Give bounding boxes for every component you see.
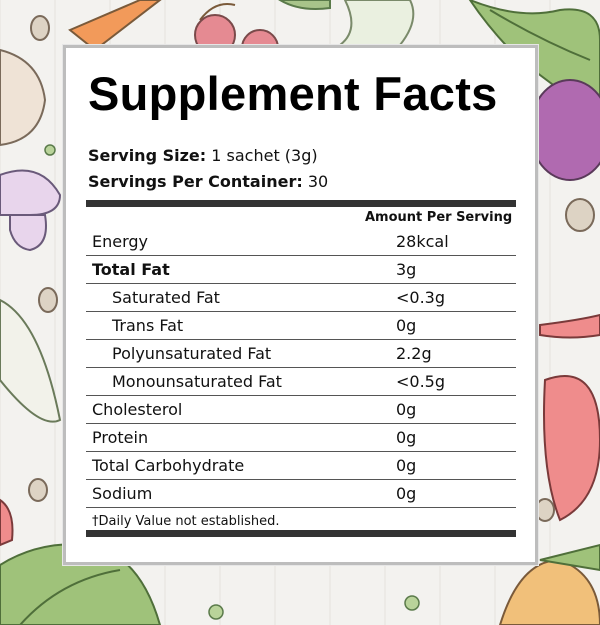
nutrient-name: Energy xyxy=(92,232,149,251)
nutrient-amount: <0.3g xyxy=(396,288,446,307)
nutrient-row: Monounsaturated Fat <0.5g xyxy=(86,368,516,396)
nutrient-name: Cholesterol xyxy=(92,400,183,419)
serving-size-value: 1 sachet (3g) xyxy=(206,146,318,165)
nutrient-row: Trans Fat 0g xyxy=(86,312,516,340)
divider-thick-top xyxy=(86,200,516,207)
nutrient-amount: 0g xyxy=(396,428,417,447)
nutrient-row: Cholesterol 0g xyxy=(86,396,516,424)
nutrient-amount: 2.2g xyxy=(396,344,432,363)
divider-thick-bottom xyxy=(86,530,516,537)
garlic-icon xyxy=(0,48,47,147)
nutrient-row: Energy 28kcal xyxy=(86,228,516,256)
nutrient-amount: 0g xyxy=(396,400,417,419)
nutrient-name: Sodium xyxy=(92,484,153,503)
pea-icon xyxy=(44,144,420,620)
nutrient-name: Monounsaturated Fat xyxy=(112,372,282,391)
servings-per-container-value: 30 xyxy=(302,172,329,191)
nutrient-amount: 0g xyxy=(396,316,417,335)
nutrient-amount: 0g xyxy=(396,484,417,503)
nutrient-row: Saturated Fat <0.3g xyxy=(86,284,516,312)
supplement-facts-label: Supplement Facts Serving Size: 1 sachet … xyxy=(63,45,538,565)
amount-per-serving-header: Amount Per Serving xyxy=(365,210,513,225)
serving-size: Serving Size: 1 sachet (3g) xyxy=(88,146,318,165)
nutrient-row: Total Carbohydrate 0g xyxy=(86,452,516,480)
nutrient-name: Protein xyxy=(92,428,149,447)
radish-icon xyxy=(0,298,62,423)
leek-icon xyxy=(337,0,415,46)
nutrient-amount: <0.5g xyxy=(396,372,446,391)
label-title: Supplement Facts xyxy=(88,67,498,120)
carrot-icon xyxy=(68,0,162,52)
nutrient-name: Trans Fat xyxy=(112,316,184,335)
nutrient-name: Total Carbohydrate xyxy=(92,456,245,475)
beet-icon xyxy=(529,79,600,181)
nutrient-row: Polyunsaturated Fat 2.2g xyxy=(86,340,516,368)
mushroom-icon xyxy=(0,169,62,252)
servings-per-container-label: Servings Per Container: xyxy=(88,172,303,191)
serving-size-label: Serving Size: xyxy=(88,146,207,165)
nutrient-amount: 3g xyxy=(396,260,417,279)
nutrient-amount: 28kcal xyxy=(396,232,449,251)
nutrient-table: Energy 28kcal Total Fat 3g Saturated Fat… xyxy=(86,228,516,508)
pepper-icon xyxy=(539,313,600,522)
nutrient-name: Polyunsaturated Fat xyxy=(112,344,272,363)
servings-per-container: Servings Per Container: 30 xyxy=(88,172,328,191)
nutrient-name: Total Fat xyxy=(92,260,170,279)
nutrient-row: Protein 0g xyxy=(86,424,516,452)
nutrient-amount: 0g xyxy=(396,456,417,475)
footnote: †Daily Value not established. xyxy=(92,514,280,529)
nutrient-row: Sodium 0g xyxy=(86,480,516,508)
nutrient-name: Saturated Fat xyxy=(112,288,220,307)
nutrient-row: Total Fat 3g xyxy=(86,256,516,284)
